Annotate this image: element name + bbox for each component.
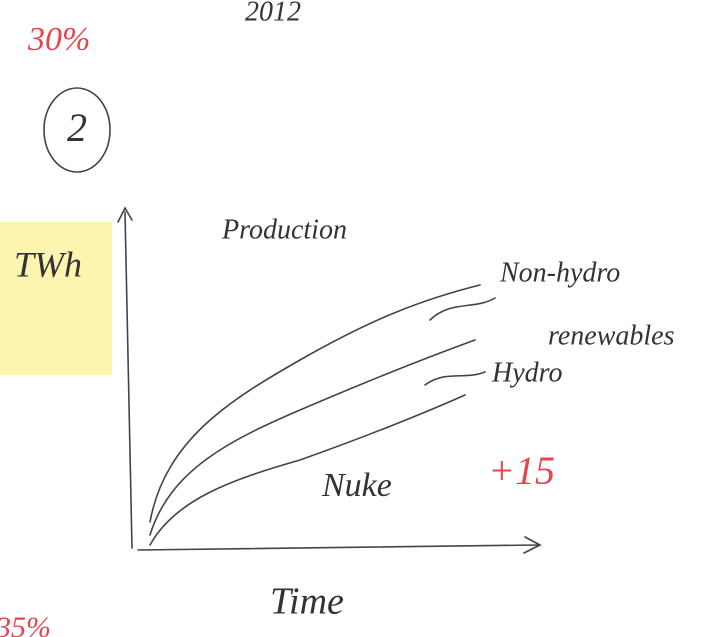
change-label: +15 bbox=[488, 448, 555, 493]
curve-bottom bbox=[149, 394, 466, 546]
sticky-note bbox=[0, 222, 112, 375]
y-axis-label: TWh bbox=[14, 244, 82, 284]
x-axis bbox=[137, 536, 542, 554]
percent-bottom: 35% bbox=[0, 611, 51, 637]
y-axis bbox=[117, 206, 133, 549]
circle bbox=[43, 87, 111, 173]
number: 2 bbox=[67, 105, 87, 150]
sketch-title: Production bbox=[221, 214, 347, 245]
series-label: Nuke bbox=[321, 467, 392, 504]
year: 2012 bbox=[245, 0, 301, 27]
series-label: Non-hydro bbox=[499, 257, 620, 288]
percent-top: 30% bbox=[27, 21, 90, 58]
x-axis-label: Time bbox=[270, 581, 344, 623]
series-label: renewables bbox=[548, 320, 675, 351]
label-connectors bbox=[424, 297, 496, 386]
curve-middle bbox=[149, 339, 476, 536]
curve-top bbox=[149, 284, 481, 523]
series-label: Hydro bbox=[491, 357, 563, 388]
